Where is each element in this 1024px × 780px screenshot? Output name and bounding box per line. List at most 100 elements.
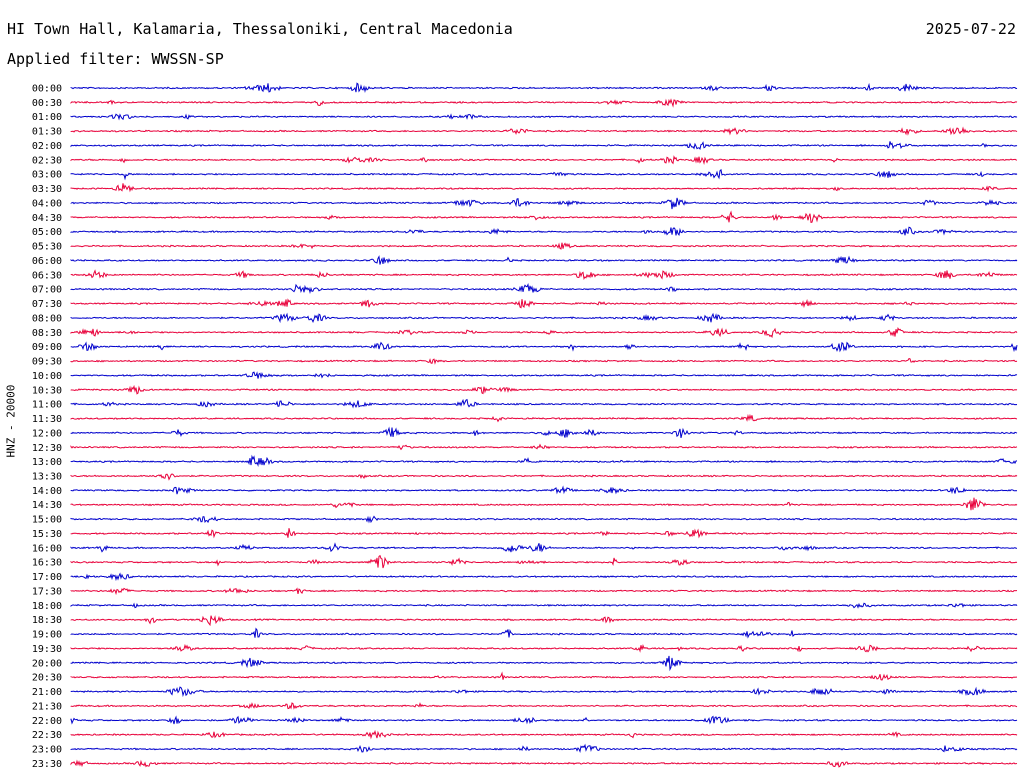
row-time-label: 21:00 xyxy=(32,687,62,698)
filter-label: Applied filter: WWSSN-SP xyxy=(7,50,224,68)
trace-line xyxy=(70,443,1018,451)
row-time-label: 06:00 xyxy=(32,256,62,267)
trace-line xyxy=(70,242,1018,250)
row-time-label: 01:00 xyxy=(32,112,62,123)
row-time-label: 15:30 xyxy=(32,529,62,540)
row-time-label: 13:30 xyxy=(32,471,62,482)
row-time-label: 14:30 xyxy=(32,500,62,511)
trace-line xyxy=(70,554,1018,569)
trace-line xyxy=(70,341,1018,353)
trace-line xyxy=(70,485,1018,495)
trace-line xyxy=(70,155,1018,165)
row-time-label: 16:00 xyxy=(32,543,62,554)
trace-line xyxy=(70,643,1018,653)
trace-line xyxy=(70,371,1018,380)
trace-line xyxy=(70,126,1018,136)
trace-line xyxy=(70,542,1018,553)
row-time-label: 19:00 xyxy=(32,630,62,641)
row-time-label: 03:30 xyxy=(32,184,62,195)
row-time-label: 05:00 xyxy=(32,227,62,238)
trace-line xyxy=(70,358,1018,365)
row-time-label: 10:30 xyxy=(32,385,62,396)
trace-line xyxy=(70,398,1018,409)
row-time-label: 02:00 xyxy=(32,141,62,152)
trace-line xyxy=(70,255,1018,265)
trace-line xyxy=(70,671,1018,681)
row-time-label: 07:00 xyxy=(32,285,62,296)
row-time-label: 20:00 xyxy=(32,658,62,669)
trace-line xyxy=(70,269,1018,281)
trace-line xyxy=(70,743,1018,754)
row-time-label: 12:30 xyxy=(32,443,62,454)
row-time-label: 09:00 xyxy=(32,342,62,353)
row-time-label: 15:00 xyxy=(32,515,62,526)
trace-line xyxy=(70,454,1018,468)
trace-line xyxy=(70,282,1018,295)
row-time-label: 23:30 xyxy=(32,759,62,770)
trace-line xyxy=(70,528,1018,539)
row-time-label: 13:00 xyxy=(32,457,62,468)
trace-line xyxy=(70,413,1018,423)
trace-line xyxy=(70,572,1018,582)
trace-line xyxy=(70,759,1018,768)
trace-line xyxy=(70,141,1018,150)
row-time-label: 08:00 xyxy=(32,313,62,324)
row-time-label: 06:30 xyxy=(32,270,62,281)
row-time-label: 00:00 xyxy=(32,84,62,95)
row-time-label: 04:00 xyxy=(32,198,62,209)
row-time-label: 18:00 xyxy=(32,601,62,612)
row-time-label: 22:30 xyxy=(32,730,62,741)
trace-line xyxy=(70,326,1018,339)
row-time-label: 22:00 xyxy=(32,716,62,727)
row-time-label: 23:00 xyxy=(32,745,62,756)
row-time-label: 09:30 xyxy=(32,357,62,368)
trace-line xyxy=(70,655,1018,672)
trace-line xyxy=(70,113,1018,121)
row-time-label: 11:30 xyxy=(32,414,62,425)
row-time-label: 14:00 xyxy=(32,486,62,497)
row-time-label: 19:30 xyxy=(32,644,62,655)
row-time-label: 08:30 xyxy=(32,328,62,339)
trace-line xyxy=(70,473,1018,481)
trace-line xyxy=(70,615,1018,627)
trace-line xyxy=(70,627,1018,639)
row-time-label: 11:00 xyxy=(32,400,62,411)
trace-line xyxy=(70,168,1018,181)
row-time-label: 05:30 xyxy=(32,242,62,253)
trace-line xyxy=(70,587,1017,596)
station-title: HI Town Hall, Kalamaria, Thessaloniki, C… xyxy=(7,20,513,38)
row-time-label: 10:00 xyxy=(32,371,62,382)
row-time-label: 01:30 xyxy=(32,127,62,138)
row-time-label: 02:30 xyxy=(32,155,62,166)
trace-line xyxy=(70,98,1018,108)
trace-line xyxy=(70,729,1018,740)
trace-line xyxy=(70,686,1018,698)
row-time-label: 16:30 xyxy=(32,558,62,569)
row-time-label: 07:30 xyxy=(32,299,62,310)
trace-line xyxy=(70,183,1018,193)
trace-line xyxy=(70,602,1018,609)
trace-line xyxy=(70,426,1018,439)
plot-date: 2025-07-22 xyxy=(925,20,1016,38)
trace-line xyxy=(70,497,1018,511)
trace-line xyxy=(70,210,1018,224)
trace-line xyxy=(70,298,1018,309)
trace-line xyxy=(70,226,1018,237)
row-time-label: 21:30 xyxy=(32,701,62,712)
row-time-label: 17:30 xyxy=(32,586,62,597)
trace-line xyxy=(70,384,1018,395)
row-time-label: 00:30 xyxy=(32,98,62,109)
row-time-label: 04:30 xyxy=(32,213,62,224)
trace-line xyxy=(70,702,1018,710)
trace-line xyxy=(70,715,1018,725)
trace-line xyxy=(70,82,1018,93)
row-time-label: 17:00 xyxy=(32,572,62,583)
trace-line xyxy=(70,197,1018,210)
trace-line xyxy=(70,515,1018,524)
row-time-label: 03:00 xyxy=(32,170,62,181)
trace-line xyxy=(70,312,1018,324)
row-time-label: 12:00 xyxy=(32,428,62,439)
row-time-label: 18:30 xyxy=(32,615,62,626)
row-time-label: 20:30 xyxy=(32,673,62,684)
